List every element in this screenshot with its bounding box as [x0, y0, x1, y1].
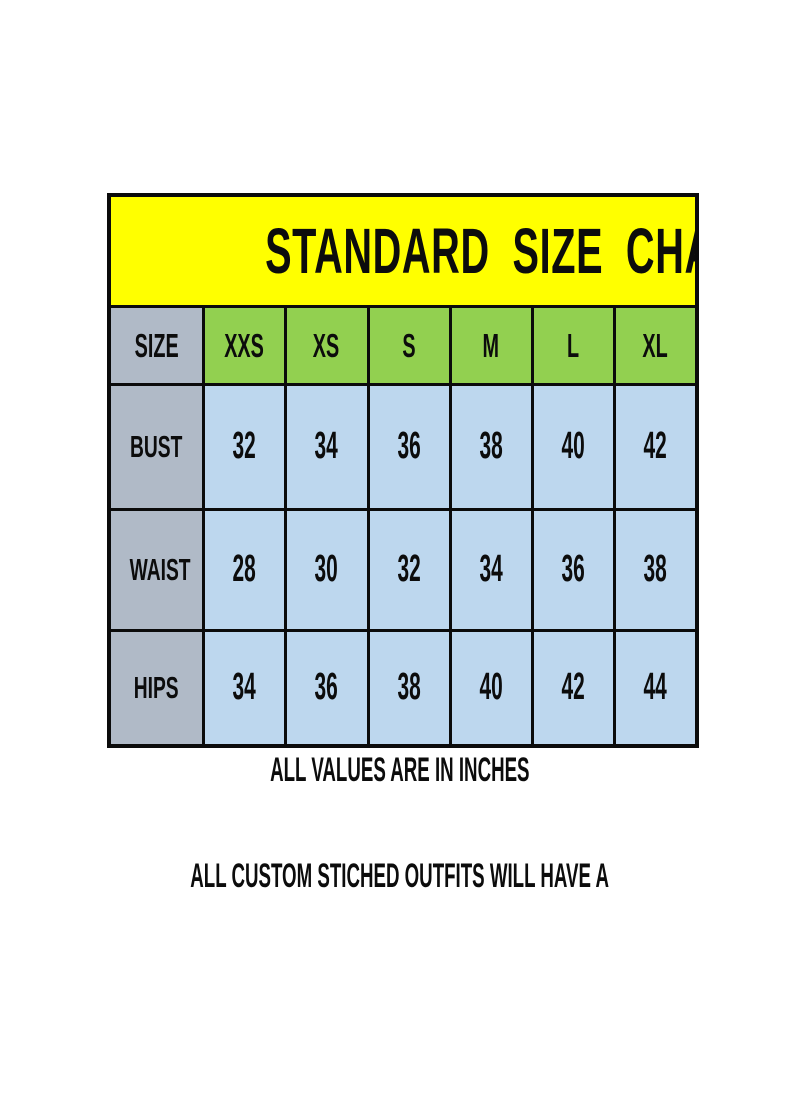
size-value-cell: 36	[283, 628, 370, 748]
column-header-xl: XL	[612, 305, 699, 387]
units-note: ALL VALUES ARE IN INCHES	[0, 750, 800, 797]
chart-title: STANDARD SIZE CHART	[265, 215, 694, 288]
custom-stitched-note: ALL CUSTOM STICHED OUTFITS WILL HAVE A	[0, 856, 800, 903]
column-header-label: SIZE	[134, 326, 179, 364]
table-row-bust: BUST 32 34 36 38 40 42	[107, 383, 699, 511]
column-header-label: XS	[313, 326, 340, 364]
row-label: HIPS	[133, 669, 179, 705]
column-header-label: XXS	[224, 326, 264, 364]
size-value: 44	[643, 666, 667, 709]
column-header-m: M	[448, 305, 534, 387]
size-value: 32	[397, 548, 421, 591]
units-note-text: ALL VALUES ARE IN INCHES	[270, 751, 530, 789]
size-value: 36	[397, 425, 421, 468]
row-label-waist: WAIST	[107, 507, 205, 632]
size-value: 40	[561, 425, 585, 468]
column-header-label: XL	[642, 326, 668, 364]
chart-title-cell: STANDARD SIZE CHART	[107, 193, 699, 309]
size-value-cell: 36	[530, 507, 616, 632]
size-value-cell: 28	[201, 507, 287, 632]
size-value-cell: 36	[366, 383, 452, 511]
size-value-cell: 40	[448, 628, 534, 748]
size-value: 42	[561, 666, 585, 709]
column-header-label: M	[482, 326, 500, 364]
column-header-xs: XS	[283, 305, 370, 387]
column-header-row: SIZE XXS XS S M L XL	[107, 305, 699, 387]
size-value-cell: 38	[366, 628, 452, 748]
size-value-cell: 40	[530, 383, 616, 511]
row-label-hips: HIPS	[107, 628, 205, 748]
size-value-cell: 42	[530, 628, 616, 748]
size-chart-table: STANDARD SIZE CHART SIZE XXS XS S M L	[107, 193, 700, 748]
size-value-cell: 44	[612, 628, 699, 748]
size-value: 30	[314, 548, 339, 591]
column-header-s: S	[366, 305, 452, 387]
size-value-cell: 34	[448, 507, 534, 632]
size-value: 40	[479, 666, 503, 709]
row-label: WAIST	[129, 551, 191, 587]
column-header-l: L	[530, 305, 616, 387]
size-value: 38	[643, 548, 667, 591]
size-value-cell: 34	[283, 383, 370, 511]
column-header-label: L	[566, 326, 580, 364]
size-value: 34	[232, 666, 256, 709]
size-value: 28	[232, 548, 256, 591]
size-value-cell: 30	[283, 507, 370, 632]
size-value: 34	[314, 425, 339, 468]
size-value: 36	[561, 548, 585, 591]
size-value-cell: 38	[612, 507, 699, 632]
table-row-hips: HIPS 34 36 38 40 42 44	[107, 628, 699, 748]
size-value: 42	[643, 425, 667, 468]
size-value-cell: 32	[201, 383, 287, 511]
row-label: BUST	[130, 428, 183, 464]
size-value-cell: 42	[612, 383, 699, 511]
table-row-waist: WAIST 28 30 32 34 36 38	[107, 507, 699, 632]
chart-title-row: STANDARD SIZE CHART	[107, 193, 699, 309]
size-value: 32	[232, 425, 256, 468]
size-value: 34	[479, 548, 503, 591]
column-header-label: S	[402, 326, 416, 364]
custom-stitched-note-text: ALL CUSTOM STICHED OUTFITS WILL HAVE A	[190, 857, 610, 895]
column-header-xxs: XXS	[201, 305, 287, 387]
row-label-bust: BUST	[107, 383, 205, 511]
size-value-cell: 38	[448, 383, 534, 511]
size-value: 38	[397, 666, 421, 709]
column-header-size: SIZE	[107, 305, 205, 387]
size-value: 36	[314, 666, 339, 709]
size-value-cell: 34	[201, 628, 287, 748]
size-value: 38	[479, 425, 503, 468]
size-value-cell: 32	[366, 507, 452, 632]
